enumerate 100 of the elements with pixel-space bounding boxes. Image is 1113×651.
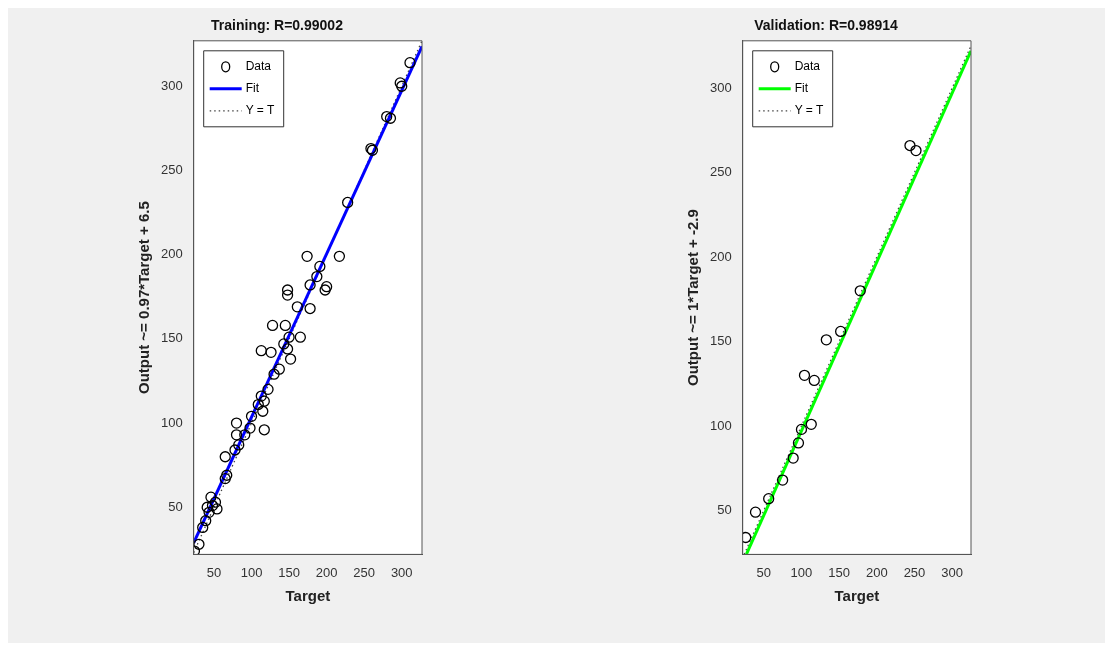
point: [207, 499, 219, 512]
point: [294, 331, 307, 343]
point: [201, 501, 214, 513]
point: [211, 503, 223, 515]
point: [265, 346, 277, 358]
point: [834, 325, 847, 338]
point: [910, 144, 922, 157]
point: [219, 451, 232, 463]
point: [283, 331, 295, 343]
legend-label: Fit: [245, 81, 260, 96]
point: [219, 472, 232, 485]
legend-label: Y = T: [794, 103, 824, 118]
legend-label: Data: [245, 59, 272, 74]
point: [854, 285, 866, 297]
point: [258, 395, 271, 407]
point: [282, 284, 294, 296]
point: [385, 112, 397, 124]
point: [205, 491, 217, 503]
y-tick-label: 200: [161, 246, 183, 262]
point: [311, 270, 323, 283]
point: [279, 319, 292, 332]
point: [314, 260, 326, 273]
point: [282, 343, 294, 355]
point: [231, 417, 243, 429]
point: [231, 429, 243, 441]
x-tick-label: 200: [865, 564, 888, 580]
point: [197, 521, 209, 534]
point: [291, 301, 304, 313]
point: [239, 429, 251, 441]
point: [229, 444, 241, 456]
point: [257, 405, 269, 417]
point: [244, 422, 256, 434]
point: [278, 338, 290, 350]
y-axis-title: Output ~= 0.97*Target + 6.5: [135, 201, 153, 394]
point: [805, 418, 817, 430]
x-tick-label: 150: [828, 564, 850, 580]
y-tick-label: 150: [161, 330, 183, 346]
point: [193, 538, 205, 550]
point: [792, 437, 804, 449]
point: [246, 410, 258, 422]
x-tick-label: 250: [353, 564, 376, 580]
x-tick-label: 100: [240, 564, 263, 580]
point: [776, 474, 789, 486]
point: [762, 493, 775, 505]
point: [268, 368, 280, 380]
legend-label: Y = T: [245, 103, 276, 118]
point: [273, 363, 286, 375]
y-tick-label: 150: [709, 333, 732, 349]
x-tick-label: 200: [316, 564, 338, 580]
x-tick-label: 100: [790, 564, 813, 580]
point: [787, 452, 799, 464]
legend-label: Fit: [794, 81, 809, 96]
legend-label: Data: [794, 59, 821, 74]
point: [749, 506, 761, 518]
chart-title: Training: R=0.99002: [211, 17, 344, 34]
x-tick-label: 50: [756, 564, 771, 580]
point: [333, 250, 346, 262]
point: [233, 439, 245, 451]
point: [808, 374, 820, 387]
x-tick-label: 300: [391, 564, 413, 580]
y-tick-label: 100: [709, 417, 732, 433]
x-tick-label: 150: [278, 564, 301, 580]
point: [742, 531, 752, 544]
x-tick-label: 250: [903, 564, 926, 580]
point: [255, 344, 268, 357]
point: [381, 110, 393, 123]
point: [301, 250, 313, 262]
point: [255, 390, 268, 402]
point: [267, 319, 279, 332]
point: [798, 369, 810, 381]
y-tick-label: 300: [161, 77, 183, 93]
point: [203, 506, 215, 518]
point: [285, 353, 297, 365]
y-tick-label: 300: [709, 79, 732, 95]
point: [795, 423, 807, 436]
y-tick-label: 250: [161, 162, 183, 178]
point: [404, 57, 416, 69]
y-tick-label: 100: [161, 414, 183, 430]
y-tick-label: 200: [709, 248, 732, 264]
x-tick-label: 300: [941, 564, 963, 580]
point: [820, 334, 832, 346]
point: [304, 279, 316, 291]
point: [252, 398, 265, 411]
point: [258, 424, 271, 436]
point: [904, 139, 916, 152]
point: [342, 196, 354, 209]
x-tick-label: 50: [206, 564, 222, 580]
y-tick-label: 250: [709, 164, 732, 180]
point: [262, 383, 274, 396]
y-tick-label: 50: [716, 502, 732, 518]
point: [282, 289, 294, 301]
x-axis-title: Target: [285, 587, 331, 605]
point: [210, 496, 222, 508]
point: [221, 469, 233, 481]
chart-title: Validation: R=0.98914: [753, 17, 898, 34]
point: [200, 515, 212, 527]
y-axis-title: Output ~= 1*Target + -2.9: [683, 209, 701, 387]
x-axis-title: Target: [834, 587, 879, 605]
y-tick-label: 50: [168, 498, 183, 514]
point: [304, 302, 316, 315]
